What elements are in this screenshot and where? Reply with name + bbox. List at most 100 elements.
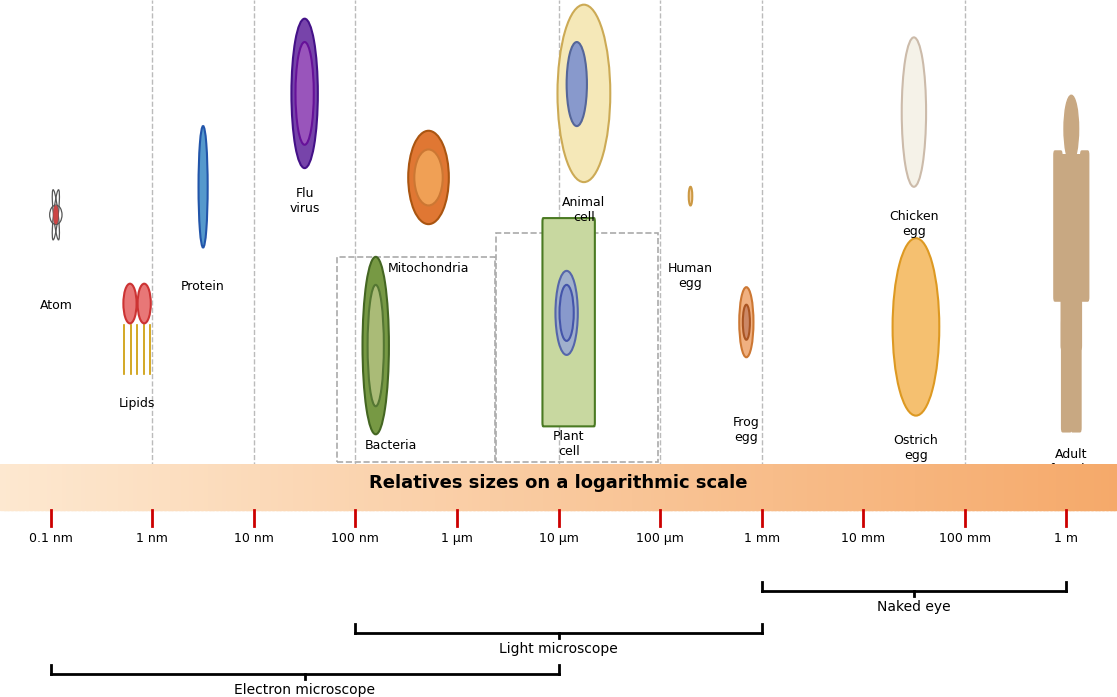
Bar [584, 464, 590, 510]
Bar [618, 464, 623, 510]
Bar [276, 464, 281, 510]
Bar [216, 464, 221, 510]
Bar [622, 464, 628, 510]
Bar [734, 464, 739, 510]
Text: 1 mm: 1 mm [744, 533, 780, 545]
Bar [149, 464, 154, 510]
Text: Flu
virus: Flu virus [289, 187, 319, 215]
Bar [168, 464, 173, 510]
Bar [283, 464, 288, 510]
Text: Bacteria: Bacteria [365, 439, 417, 452]
Bar [510, 464, 516, 510]
Bar [964, 464, 970, 510]
Bar [212, 464, 218, 510]
Bar [428, 464, 433, 510]
Text: Mitochondria: Mitochondria [388, 261, 469, 275]
Bar [879, 464, 885, 510]
Text: Human
egg: Human egg [668, 261, 713, 289]
Bar [819, 464, 824, 510]
Bar [566, 464, 572, 510]
Bar [357, 464, 363, 510]
Bar [338, 464, 344, 510]
Bar [547, 464, 553, 510]
Bar [316, 464, 322, 510]
Bar [249, 464, 255, 510]
Bar [101, 464, 106, 510]
Bar [354, 464, 360, 510]
Bar [577, 464, 583, 510]
Bar [812, 464, 818, 510]
Bar [399, 464, 404, 510]
Bar [745, 464, 751, 510]
Ellipse shape [560, 285, 574, 341]
Bar [648, 464, 653, 510]
Bar [860, 464, 866, 510]
Bar [477, 464, 483, 510]
Bar [1005, 464, 1011, 510]
Bar [405, 464, 411, 510]
Ellipse shape [566, 42, 586, 126]
Bar [689, 464, 695, 510]
Bar [321, 464, 326, 510]
Bar [715, 464, 720, 510]
Bar [156, 464, 162, 510]
Text: Frog
egg: Frog egg [733, 415, 760, 443]
Bar [949, 464, 955, 510]
Bar [723, 464, 728, 510]
Bar [704, 464, 709, 510]
Bar [1087, 464, 1092, 510]
Circle shape [54, 206, 58, 224]
Bar [34, 464, 39, 510]
Text: 10 nm: 10 nm [233, 533, 274, 545]
Bar [886, 464, 891, 510]
Bar [1031, 464, 1037, 510]
Bar [1061, 464, 1067, 510]
Bar [760, 464, 765, 510]
Ellipse shape [292, 19, 318, 168]
Bar [64, 464, 69, 510]
Bar [447, 464, 452, 510]
Bar [171, 464, 176, 510]
Bar [894, 464, 899, 510]
Text: 100 μm: 100 μm [636, 533, 684, 545]
Text: 1 nm: 1 nm [136, 533, 169, 545]
Bar [551, 464, 556, 510]
Bar [514, 464, 519, 510]
Bar [443, 464, 449, 510]
Bar [332, 464, 337, 510]
Bar [242, 464, 248, 510]
Bar [1069, 464, 1075, 510]
Bar [1095, 464, 1100, 510]
Bar [15, 464, 20, 510]
Bar [871, 464, 877, 510]
Bar [536, 464, 542, 510]
Bar [935, 464, 941, 510]
Ellipse shape [408, 131, 449, 224]
Bar [1106, 464, 1111, 510]
Bar [589, 464, 594, 510]
Bar [8, 464, 13, 510]
Bar [544, 464, 550, 510]
Bar [946, 464, 952, 510]
Text: Chicken
egg: Chicken egg [889, 210, 938, 238]
Bar [1002, 464, 1008, 510]
Bar [1053, 464, 1059, 510]
Bar [991, 464, 996, 510]
Bar [667, 464, 672, 510]
Bar [752, 464, 757, 510]
Bar [220, 464, 226, 510]
Bar [570, 464, 575, 510]
Bar [763, 464, 768, 510]
Bar [350, 464, 355, 510]
Bar [1042, 464, 1048, 510]
Bar [875, 464, 880, 510]
Bar [309, 464, 315, 510]
Bar [201, 464, 207, 510]
Bar [75, 464, 80, 510]
Text: 10 μm: 10 μm [538, 533, 579, 545]
Bar [849, 464, 855, 510]
Bar [696, 464, 701, 510]
Bar [997, 464, 1003, 510]
Bar [748, 464, 754, 510]
Bar [857, 464, 862, 510]
